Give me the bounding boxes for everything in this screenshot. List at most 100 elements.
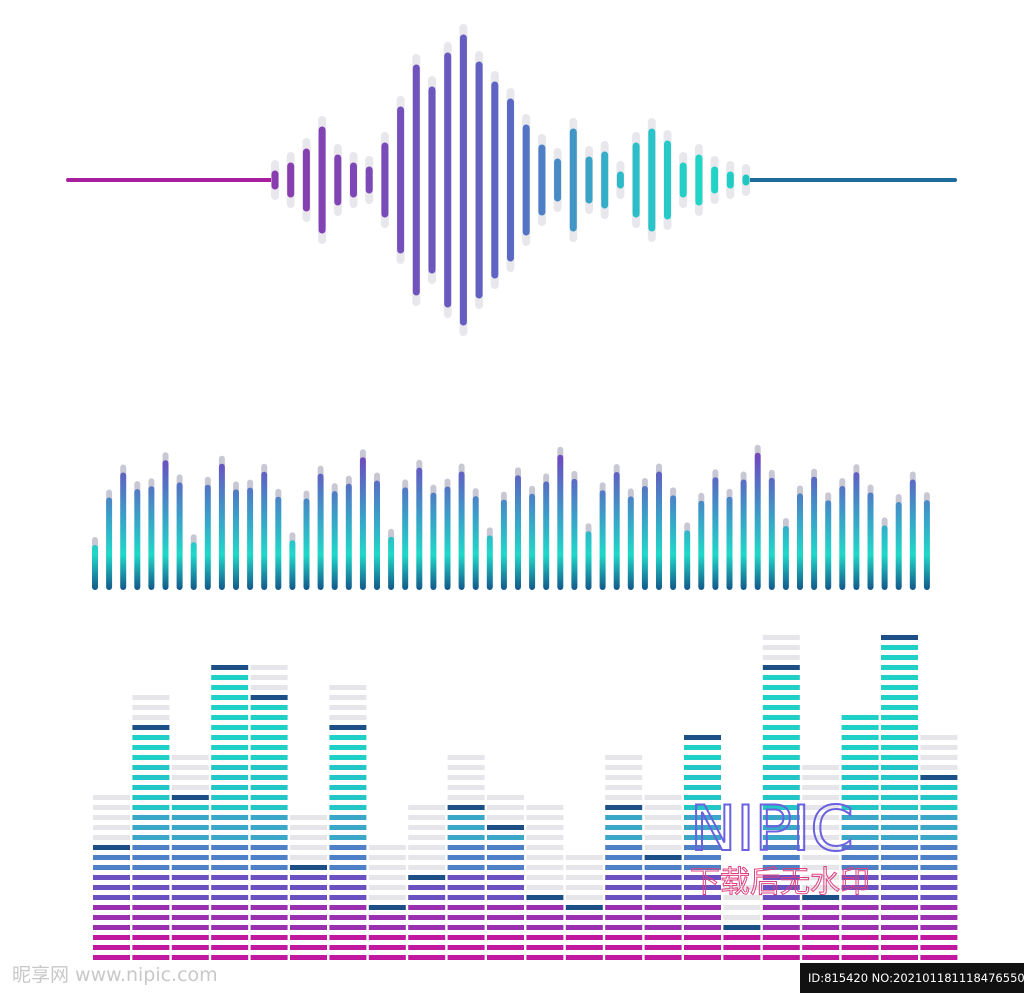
eq-cell	[447, 885, 485, 890]
eq-cell	[723, 945, 761, 950]
eq-cell	[93, 805, 130, 810]
eq-cell	[881, 935, 918, 940]
eq-cell	[132, 905, 170, 910]
eq-cell	[920, 915, 958, 920]
eq-cell	[762, 665, 800, 670]
eq-cell	[329, 705, 367, 710]
eq-cell	[762, 655, 800, 660]
eq-cell	[841, 895, 879, 900]
eq-cell	[408, 885, 446, 890]
bar	[797, 493, 803, 590]
bar	[670, 495, 677, 590]
bar	[543, 481, 550, 590]
bar	[754, 452, 761, 590]
eq-cell	[526, 955, 564, 960]
eq-cell	[93, 795, 130, 800]
eq-cell	[841, 745, 879, 750]
eq-cell	[132, 895, 170, 900]
eq-cell	[684, 855, 721, 860]
bar	[839, 486, 846, 590]
eq-cell	[132, 715, 170, 720]
eq-cell	[290, 865, 327, 870]
eq-cell	[802, 925, 840, 930]
eq-cell	[802, 905, 840, 910]
eq-cell	[841, 725, 879, 730]
eq-cell	[565, 885, 603, 890]
eq-cell	[881, 675, 918, 680]
eq-cell	[920, 885, 958, 890]
eq-cell	[526, 935, 564, 940]
eq-cell	[487, 855, 524, 860]
eq-cell	[408, 865, 446, 870]
logo: NIPIC	[690, 792, 854, 865]
eq-cell	[802, 935, 840, 940]
eq-cell	[171, 945, 209, 950]
eq-cell	[920, 805, 958, 810]
eq-cell	[605, 815, 643, 820]
eq-cell	[881, 825, 918, 830]
eq-cell	[881, 905, 918, 910]
eq-cell	[762, 945, 800, 950]
eq-cell	[605, 795, 643, 800]
eq-cell	[881, 645, 918, 650]
eq-cell	[132, 915, 170, 920]
eq-cell	[487, 815, 524, 820]
eq-cell	[841, 775, 879, 780]
eq-cell	[329, 715, 367, 720]
eq-cell	[211, 745, 249, 750]
eq-cell	[762, 835, 800, 840]
eq-cell	[290, 835, 327, 840]
eq-cell	[368, 935, 406, 940]
eq-cell	[329, 855, 367, 860]
eq-cell	[487, 885, 524, 890]
eq-cell	[920, 955, 958, 960]
eq-cell	[250, 905, 288, 910]
bar	[92, 545, 98, 590]
eq-cell	[881, 865, 918, 870]
eq-cell	[329, 915, 367, 920]
eq-cell	[211, 815, 249, 820]
eq-cell	[920, 945, 958, 950]
eq-cell	[841, 755, 879, 760]
eq-cell	[762, 735, 800, 740]
eq-cell	[290, 845, 327, 850]
eq-cell	[802, 945, 840, 950]
eq-cell	[211, 955, 249, 960]
eq-cell	[762, 855, 800, 860]
equalizer	[93, 635, 958, 960]
eq-cell	[881, 845, 918, 850]
eq-cell	[920, 765, 958, 770]
eq-cell	[920, 755, 958, 760]
eq-cell	[487, 895, 524, 900]
eq-cell	[93, 845, 130, 850]
id-label: ID:815420 NO:20210118111847655000	[808, 971, 1024, 985]
eq-cell	[132, 935, 170, 940]
eq-cell	[93, 815, 130, 820]
eq-cell	[762, 885, 800, 890]
eq-cell	[605, 925, 643, 930]
eq-cell	[408, 835, 446, 840]
eq-cell	[684, 785, 721, 790]
eq-cell	[605, 865, 643, 870]
eq-cell	[526, 925, 564, 930]
eq-cell	[93, 855, 130, 860]
eq-cell	[290, 885, 327, 890]
eq-cell	[250, 855, 288, 860]
eq-cell	[211, 775, 249, 780]
eq-cell	[605, 755, 643, 760]
eq-cell	[171, 785, 209, 790]
eq-cell	[290, 895, 327, 900]
eq-cell	[920, 935, 958, 940]
eq-cell	[881, 875, 918, 880]
eq-cell	[171, 895, 209, 900]
eq-cell	[93, 865, 130, 870]
eq-cell	[762, 645, 800, 650]
eq-cell	[329, 945, 367, 950]
eq-cell	[329, 785, 367, 790]
eq-cell	[526, 895, 564, 900]
eq-cell	[565, 905, 603, 910]
eq-cell	[132, 805, 170, 810]
eq-cell	[329, 725, 367, 730]
eq-cell	[762, 925, 800, 930]
eq-cell	[644, 865, 682, 870]
